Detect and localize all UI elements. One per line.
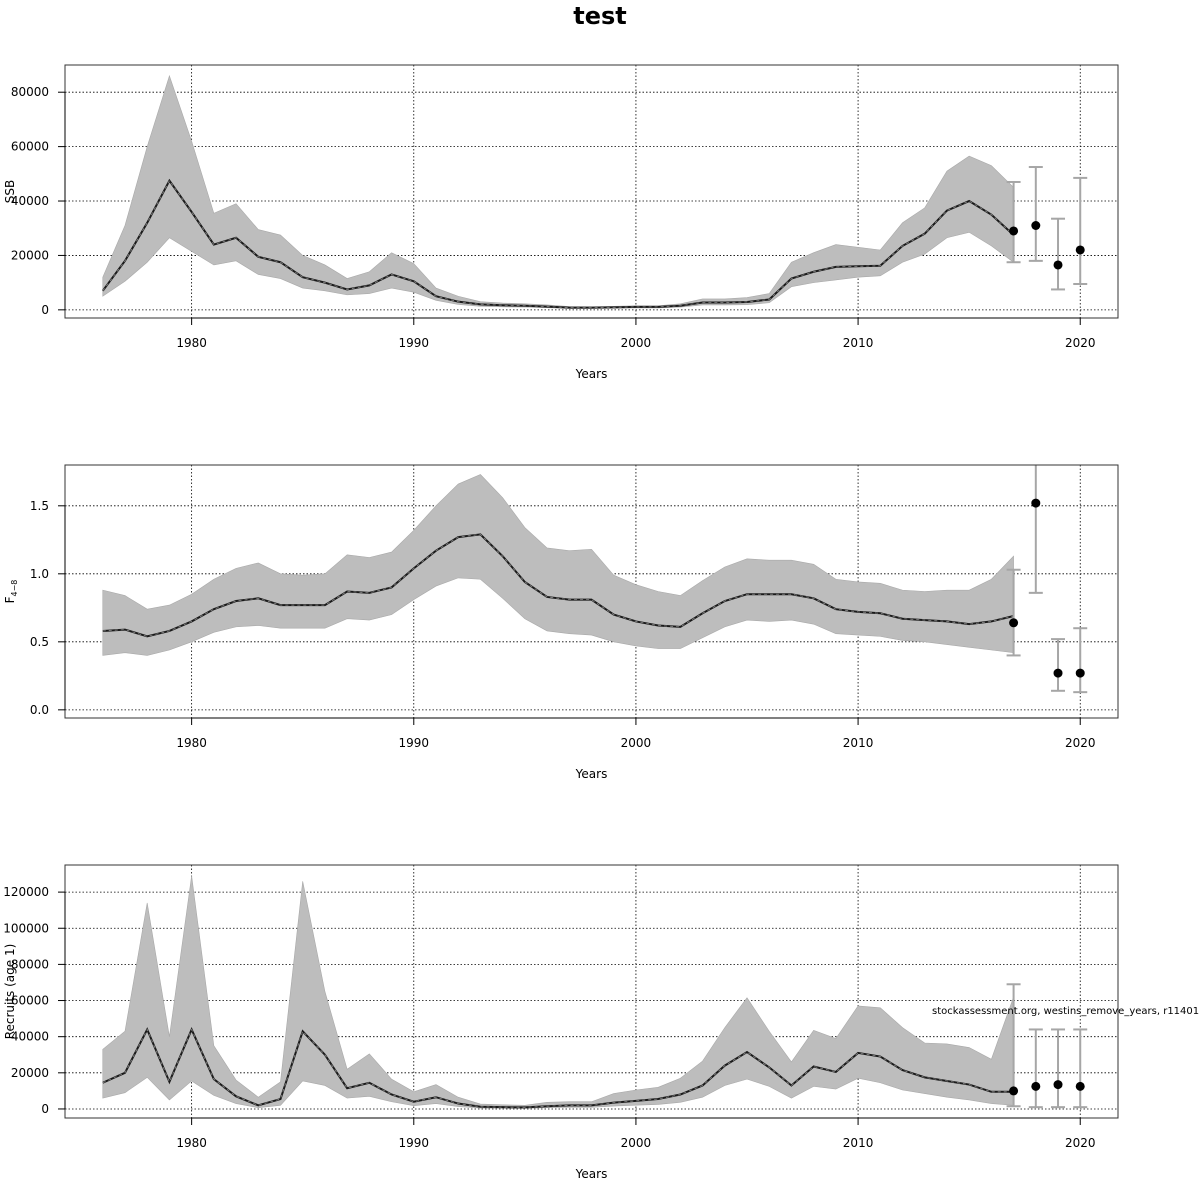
ssb-y-tick-label: 60000 — [11, 140, 49, 154]
ssb-estimate-dashes — [102, 179, 1014, 309]
main-title: test — [573, 2, 627, 30]
recruits-y-tick-label: 100000 — [3, 921, 49, 935]
f-point-estimate — [1009, 618, 1019, 628]
recruits-x-tick-label: 2020 — [1065, 1136, 1096, 1150]
ssb-x-tick-label: 2000 — [621, 336, 652, 350]
recruits-y-tick-label: 20000 — [11, 1066, 49, 1080]
recruits-confidence-band — [102, 875, 1014, 1109]
recruits-point-estimate — [1075, 1081, 1085, 1091]
fishing-mortality-panel: 1980 1990 2000 2010 2020 Years 0.0 0.5 1.0 1.5 F4−… — [3, 464, 1119, 781]
ssb-y-tick-label: 0 — [41, 303, 49, 317]
recruits-x-tick-label: 2000 — [621, 1136, 652, 1150]
recruits-y-tick-label: 120000 — [3, 885, 49, 899]
f-y-axis-label: F4−8 — [3, 580, 19, 604]
f-y-tick-label: 0.0 — [30, 703, 49, 717]
ssb-confidence-band — [102, 74, 1014, 309]
f-y-tick-label: 1.5 — [30, 499, 49, 513]
recruits-y-tick-label: 0 — [41, 1102, 49, 1116]
f-y-tick-label: 0.5 — [30, 635, 49, 649]
ssb-x-tick-label: 1990 — [399, 336, 430, 350]
ssb-y-axis-label: SSB — [3, 180, 17, 203]
ssb-x-axis-label: Years — [575, 367, 608, 381]
ssb-panel: 1980 1990 2000 2010 2020 Years 0 20000 40000 6000… — [3, 64, 1119, 381]
recruits-y-axis-label: Recruits (age 1) — [3, 944, 17, 1040]
recruits-x-tick-label: 1980 — [176, 1136, 207, 1150]
f-y-tick-label: 1.0 — [30, 567, 49, 581]
ssb-point-estimate — [1009, 226, 1019, 236]
f-point-estimate — [1053, 668, 1063, 678]
ssb-x-tick-label: 2010 — [843, 336, 874, 350]
ssb-x-tick-label: 2020 — [1065, 336, 1096, 350]
f-x-tick-label: 1990 — [399, 736, 430, 750]
recruits-y-tick-label: 80000 — [11, 957, 49, 971]
recruits-x-tick-label: 2010 — [843, 1136, 874, 1150]
f-x-tick-label: 2020 — [1065, 736, 1096, 750]
recruits-y-tick-label: 40000 — [11, 1030, 49, 1044]
ssb-y-tick-label: 20000 — [11, 248, 49, 262]
recruits-x-axis-label: Years — [575, 1167, 608, 1181]
ssb-y-tick-label: 80000 — [11, 85, 49, 99]
f-x-axis-label: Years — [575, 767, 608, 781]
f-x-tick-label: 2010 — [843, 736, 874, 750]
credit-note: stockassessment.org, westins_remove_year… — [932, 1006, 1199, 1017]
ssb-x-tick-label: 1980 — [176, 336, 207, 350]
recruits-point-estimate — [1053, 1080, 1063, 1090]
ssb-point-estimate — [1053, 260, 1063, 270]
recruits-point-estimate — [1031, 1081, 1041, 1091]
f-y-axis-label-subscript: 4−8 — [10, 580, 19, 597]
recruits-estimate-dashes — [102, 1028, 1014, 1108]
recruits-point-estimate — [1009, 1086, 1019, 1096]
f-confidence-band — [102, 474, 1014, 656]
f-point-estimate — [1031, 498, 1041, 508]
f-point-estimate — [1075, 668, 1085, 678]
ssb-point-estimate — [1075, 245, 1085, 255]
recruits-x-tick-label: 1990 — [399, 1136, 430, 1150]
recruits-y-tick-label: 60000 — [11, 994, 49, 1008]
f-x-tick-label: 1980 — [176, 736, 207, 750]
ssb-y-tick-label: 40000 — [11, 194, 49, 208]
ssb-point-estimate — [1031, 221, 1041, 231]
recruits-panel: 1980 1990 2000 2010 2020 Years 0 20000 40000 6000… — [3, 864, 1119, 1181]
f-x-tick-label: 2000 — [621, 736, 652, 750]
f-estimate-dashes — [102, 533, 1014, 637]
